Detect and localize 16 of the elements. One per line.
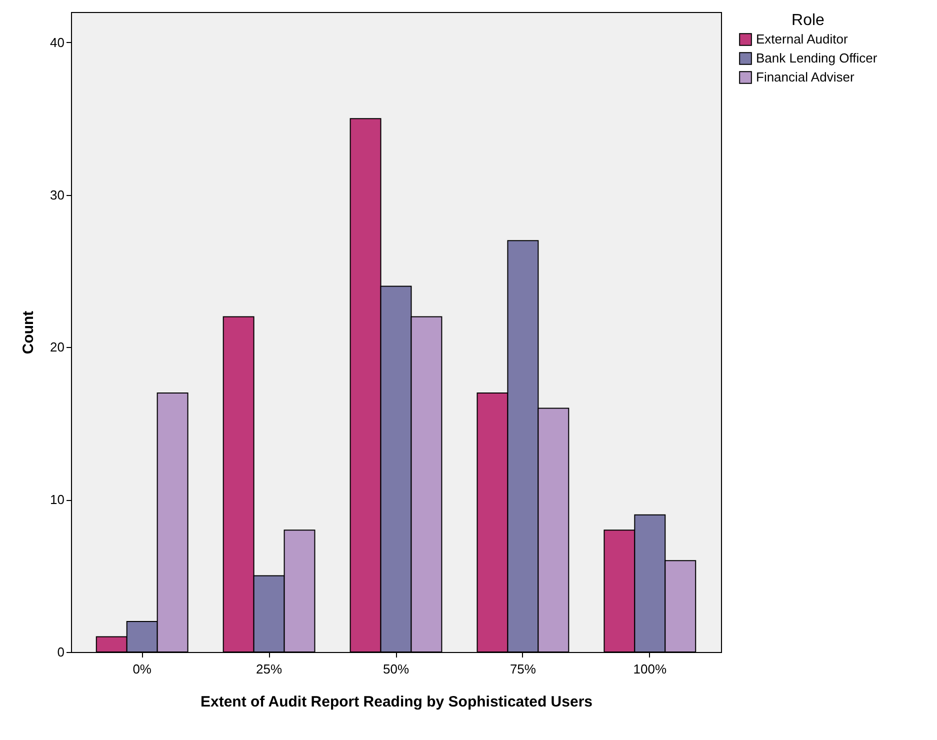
legend-label: Financial Adviser bbox=[756, 70, 855, 84]
x-tick-label: 50% bbox=[382, 662, 410, 676]
x-tick-label: 25% bbox=[256, 662, 282, 676]
x-tick-label: 100% bbox=[633, 662, 667, 676]
legend-label: External Auditor bbox=[756, 32, 848, 46]
y-tick-label: 40 bbox=[50, 34, 64, 50]
y-tick-label: 30 bbox=[50, 187, 64, 202]
y-tick-label: 0 bbox=[57, 644, 64, 660]
y-tick-label: 10 bbox=[50, 492, 64, 508]
x-tick-label: 0% bbox=[132, 662, 152, 676]
y-axis-title: Count bbox=[20, 310, 38, 354]
x-axis-title: Extent of Audit Report Reading by Sophisticated Users bbox=[200, 694, 592, 710]
y-tick-label: 20 bbox=[50, 340, 64, 355]
legend-title: Role bbox=[792, 12, 825, 29]
legend-label: Bank Lending Officer bbox=[756, 50, 878, 66]
x-tick-label: 75% bbox=[510, 662, 536, 676]
